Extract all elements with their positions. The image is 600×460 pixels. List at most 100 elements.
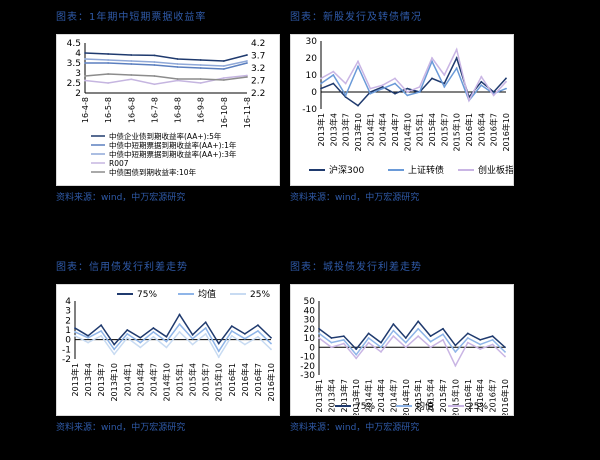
y-tick-label: -2	[62, 355, 71, 365]
legend-label: 上证转债	[408, 164, 444, 176]
y-tick-label: -1	[62, 345, 71, 355]
data-point-0	[318, 327, 320, 330]
data-point-2	[84, 58, 86, 60]
data-point-4	[199, 78, 202, 80]
data-point-2	[152, 335, 155, 338]
y-tick-label: 10	[306, 71, 318, 81]
y-tick-label: 50	[304, 297, 316, 307]
data-point-0	[152, 327, 155, 329]
data-point-2	[153, 61, 156, 63]
series-line-2	[318, 335, 506, 368]
x-tick-label: 2014年1	[364, 379, 374, 412]
data-point-2	[380, 350, 382, 353]
data-point-2	[139, 346, 142, 349]
data-point-1	[246, 62, 248, 64]
data-point-2	[74, 334, 76, 337]
data-point-1	[342, 338, 345, 341]
data-point-2	[332, 70, 335, 73]
data-point-2	[270, 348, 272, 351]
data-point-4	[130, 74, 133, 76]
data-point-1	[380, 346, 382, 349]
series-line-1	[85, 62, 248, 70]
data-point-0	[199, 59, 202, 61]
data-point-1	[178, 323, 181, 326]
data-point-0	[230, 325, 233, 328]
data-point-1	[406, 94, 409, 97]
data-point-0	[342, 335, 345, 338]
x-tick-label: 2016年4	[475, 379, 485, 412]
data-point-1	[243, 337, 246, 340]
x-tick-label: 2014年4	[376, 379, 386, 412]
data-point-2	[394, 77, 396, 80]
panel-2-source: 资料来源：wind，中万宏源研究	[290, 193, 420, 203]
x-tick-label: 2013年7	[341, 113, 351, 146]
data-point-0	[480, 80, 483, 83]
series-line-0	[318, 320, 506, 351]
data-point-0	[380, 341, 382, 344]
data-point-3	[153, 83, 156, 86]
y-tick-label: 4	[65, 297, 71, 307]
panel-3-source: 资料来源：wind，中万宏源研究	[56, 423, 186, 433]
data-point-0	[217, 342, 220, 345]
x-tick-label: 2015年4	[426, 379, 436, 412]
data-point-2	[491, 343, 494, 346]
panel-2-chart: 30 20 10 0 -10 2013年1 2013年4 2013年7 2013年10 2014年…	[290, 34, 514, 186]
data-point-1	[442, 333, 444, 336]
data-point-0	[505, 77, 507, 80]
legend-label: 中债国债到期收益率:10年	[109, 167, 197, 177]
data-point-0	[153, 54, 156, 57]
data-point-2	[492, 94, 495, 97]
legend-label: 沪深300	[329, 164, 364, 176]
series-line-1	[318, 327, 506, 356]
legend-label: 25%	[250, 290, 270, 300]
data-point-1	[230, 330, 233, 332]
legend-label: 25%	[468, 402, 488, 412]
data-point-2	[191, 343, 194, 346]
data-point-1	[392, 329, 395, 332]
legend-label: 中债中短期票据到期收益率(AA+):3年	[109, 149, 237, 159]
data-point-1	[491, 338, 494, 341]
x-tick-label: 2016年7	[489, 113, 499, 146]
data-point-2	[355, 357, 358, 360]
x-tick-label: 2014年10	[402, 113, 412, 152]
data-point-0	[222, 60, 225, 62]
y-tick-label: -20	[300, 362, 315, 372]
data-point-2	[178, 331, 181, 333]
x-tick-label: 2014年7	[390, 113, 400, 146]
x-tick-label: 2015年1	[413, 379, 423, 412]
x-tick-label: 2013年7	[96, 363, 106, 396]
data-point-0	[100, 324, 103, 327]
data-point-0	[113, 343, 116, 346]
y-tick-label: 20	[304, 325, 316, 335]
x-tick-label: 2013年1	[70, 363, 80, 396]
x-tick-label: 2014年4	[135, 363, 145, 396]
x-tick-label: 2016年4	[240, 363, 250, 396]
x-tick-label: 16-7-8	[150, 97, 159, 123]
data-point-3	[199, 82, 202, 84]
data-point-0	[126, 329, 129, 331]
data-point-2	[217, 356, 220, 358]
data-point-0	[165, 335, 168, 338]
data-point-2	[320, 77, 322, 80]
data-point-1	[204, 327, 207, 329]
y-right-tick-label: 3.2	[251, 64, 265, 74]
x-tick-label: 2015年1	[415, 113, 425, 146]
data-point-2	[392, 335, 395, 338]
y-tick-label: 20	[306, 54, 318, 64]
x-tick-label: 2016年10	[501, 113, 511, 152]
data-point-2	[417, 335, 420, 338]
data-point-3	[130, 78, 133, 81]
series-line-3	[84, 74, 248, 86]
data-point-0	[130, 54, 133, 56]
data-point-2	[107, 59, 110, 61]
panel-2-title: 图表：新股发行及转债情况	[290, 12, 422, 23]
data-point-2	[505, 80, 507, 83]
series-line-0	[84, 52, 248, 62]
data-point-2	[454, 364, 457, 367]
data-point-0	[479, 338, 482, 341]
x-tick-label: 2015年10	[452, 113, 462, 152]
data-point-1	[126, 332, 129, 335]
x-tick-label: 2014年4	[378, 113, 388, 146]
